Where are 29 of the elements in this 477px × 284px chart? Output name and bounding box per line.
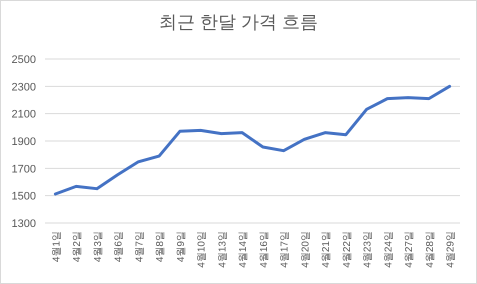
x-tick-label: 4월22일 [342,231,353,268]
x-tick-label: 4월29일 [446,231,457,268]
x-tick-label: 4월8일 [155,231,166,262]
y-tick-label: 2100 [12,108,36,121]
x-tick-label: 4월16일 [258,231,270,268]
y-tick-label: 1900 [12,136,36,148]
x-tick-label: 4월1일 [51,231,62,262]
x-tick-label: 4월20일 [300,231,312,268]
x-tick-label: 4월3일 [92,231,104,262]
y-tick-label: 1500 [12,190,36,203]
y-tick-label: 2300 [12,81,36,94]
chart-title: 최근 한달 가격 흐름 [158,12,318,32]
x-tick-label: 4월24일 [383,231,394,268]
x-tick-label: 4월14일 [238,231,250,268]
x-tick-label: 4월9일 [176,231,187,262]
x-tick-label: 4월21일 [321,231,332,268]
x-tick-label: 4월2일 [72,231,84,262]
x-tick-label: 4월23일 [362,231,374,268]
y-tick-label: 1300 [12,218,36,230]
x-tick-label: 4월6일 [114,231,125,262]
y-tick-label: 1700 [12,163,36,176]
x-tick-label: 4월28일 [424,231,436,268]
line-series [54,84,452,196]
y-tick-label: 2500 [12,54,36,66]
x-tick-label: 4월17일 [280,231,291,268]
x-tick-label: 4월10일 [196,231,208,268]
x-tick-label: 4월13일 [217,231,228,268]
x-tick-label: 4월27일 [404,231,416,268]
x-tick-label: 4월7일 [134,231,146,262]
